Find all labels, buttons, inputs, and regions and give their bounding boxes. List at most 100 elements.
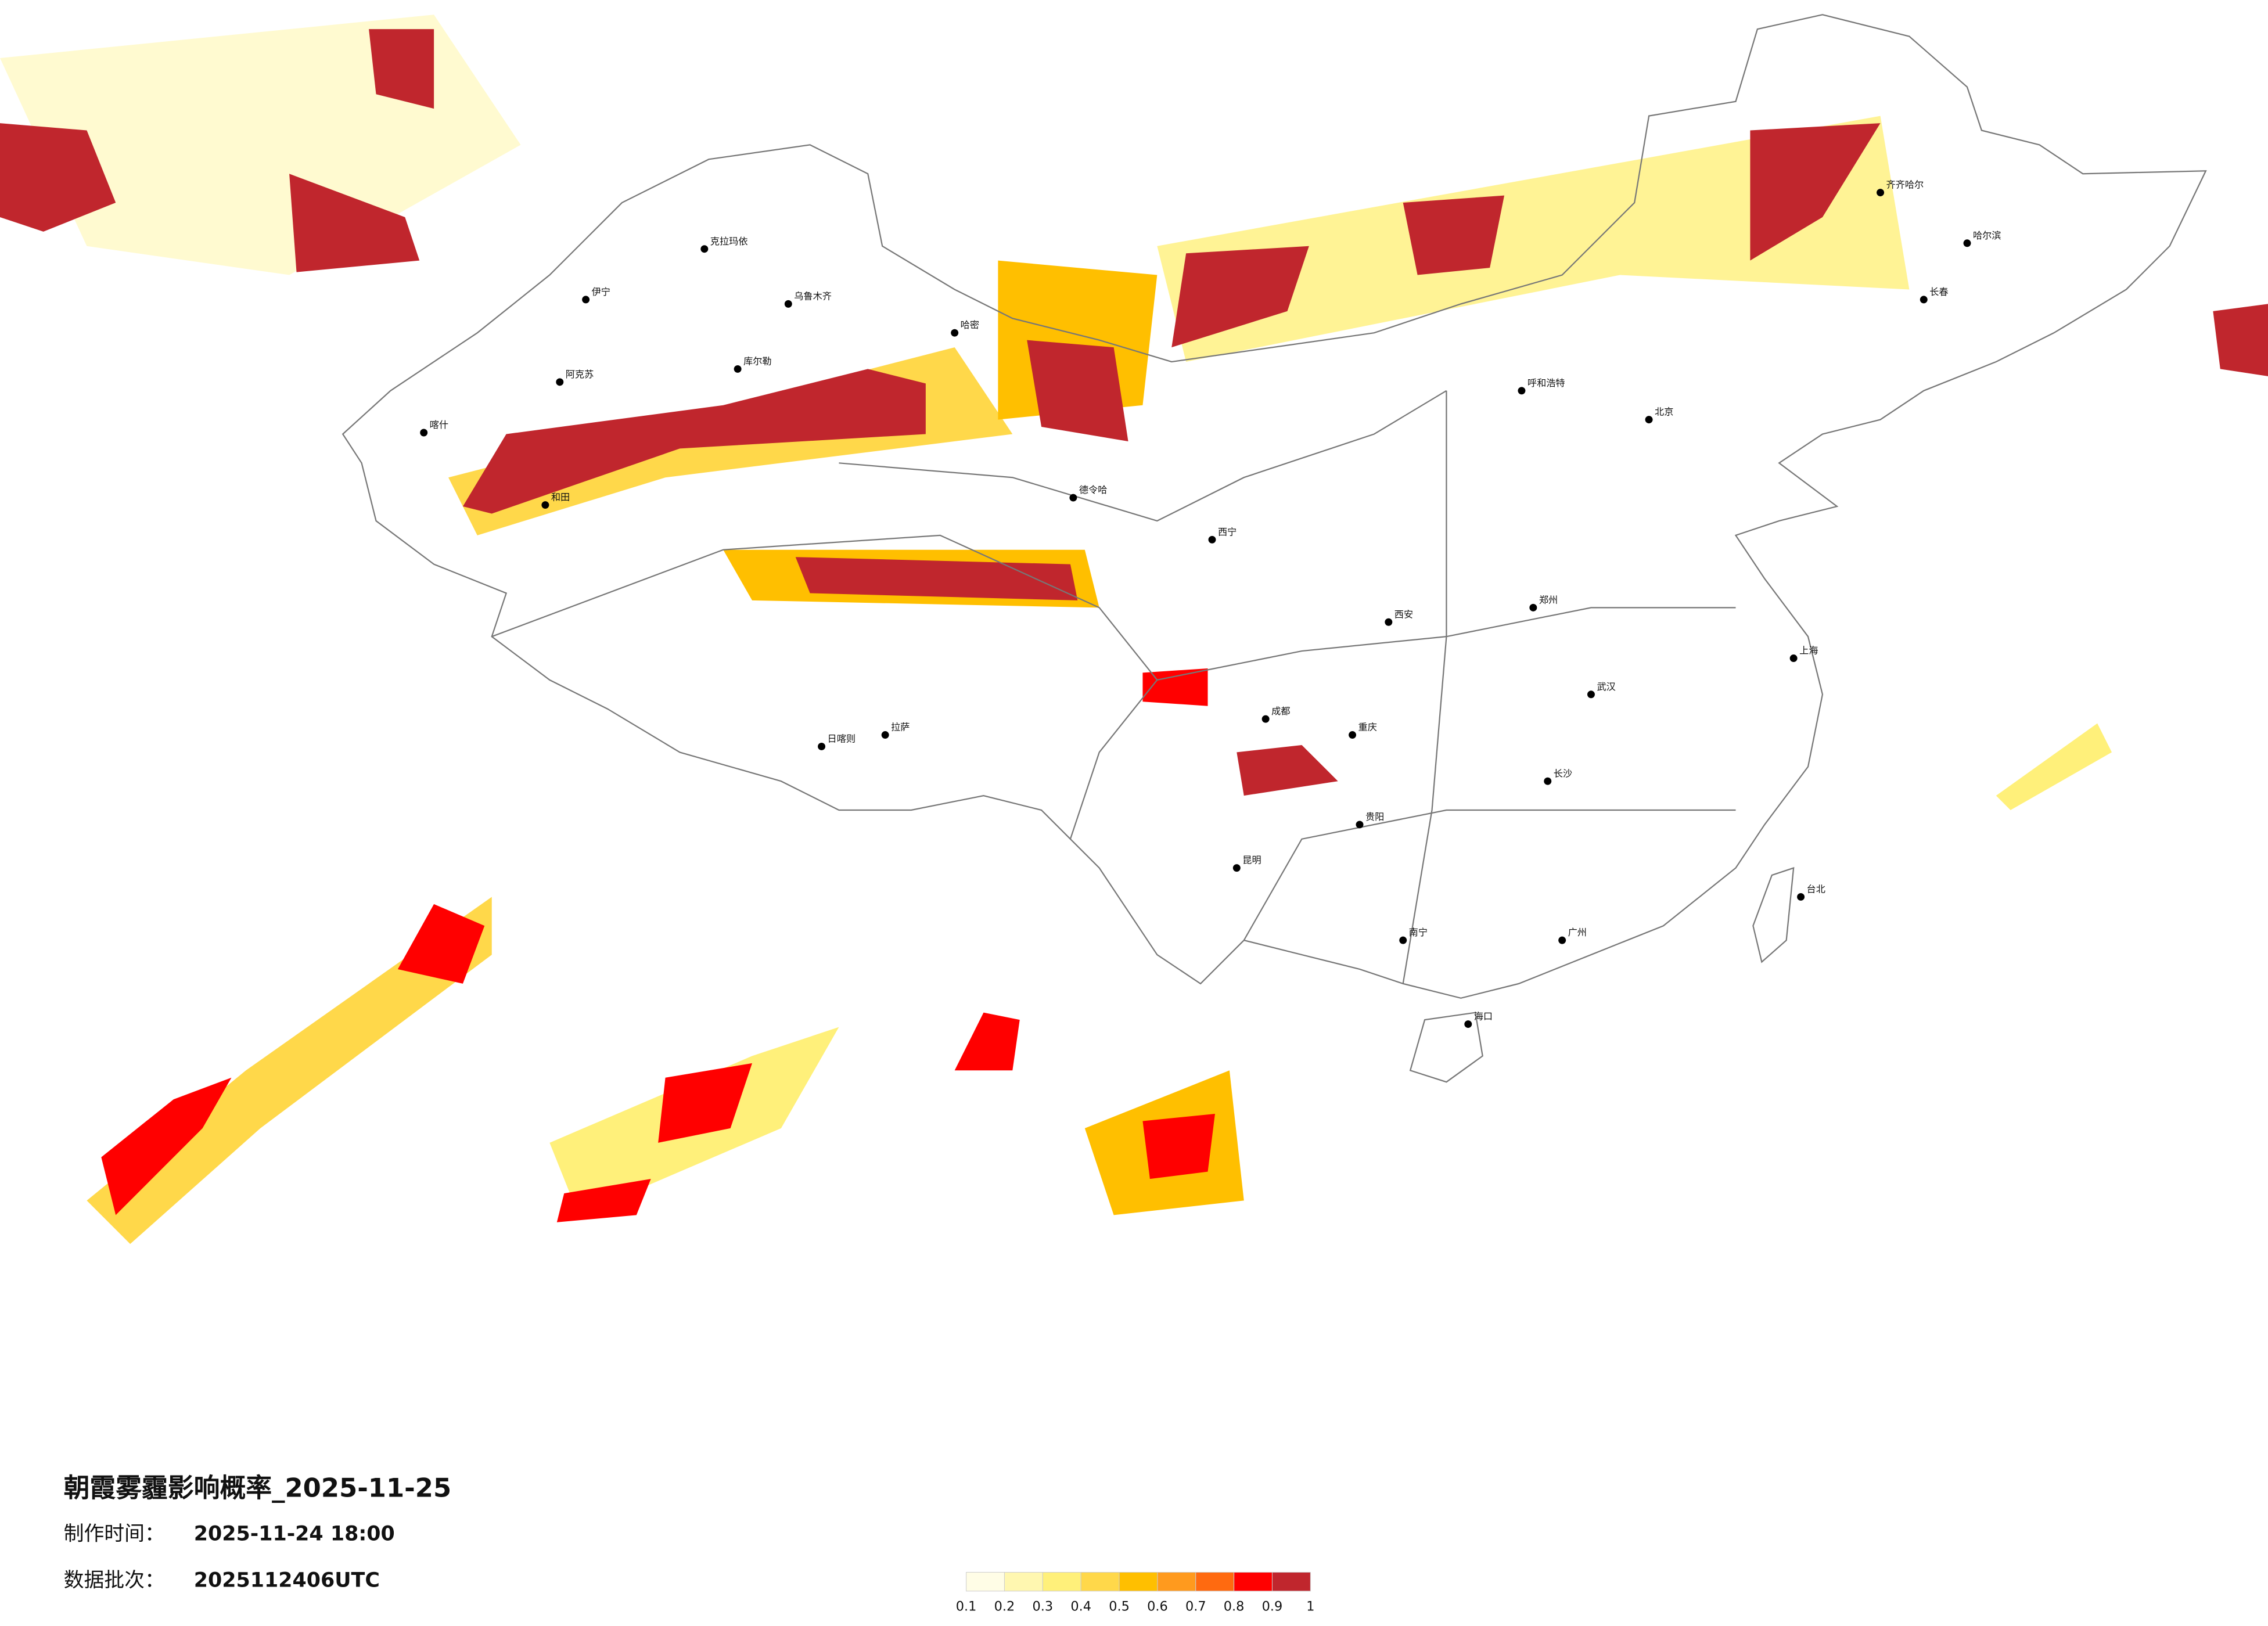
legend-swatch [1080,1571,1120,1592]
boundaries [342,14,2207,1083]
legend-swatch [1004,1571,1043,1592]
city-dot [734,365,742,373]
country-outline [342,14,2207,999]
city-dot [556,378,564,386]
haze-core [397,904,485,984]
city-dot [1399,936,1407,944]
city-dot [582,296,590,304]
legend-swatch [1042,1571,1081,1592]
city-label: 郑州 [1539,594,1558,605]
legend-tick-label: 0.3 [1033,1599,1054,1614]
city-dot [784,300,792,308]
city-dot [1261,715,1270,723]
city-label: 长沙 [1554,768,1572,779]
city-label: 伊宁 [592,286,610,297]
city-label: 齐齐哈尔 [1886,179,1924,190]
city-dot [1797,893,1805,901]
city-label: 西宁 [1218,526,1237,537]
city-label: 哈尔滨 [1973,230,2001,241]
legend-tick-label: 0.8 [1224,1599,1245,1614]
legend-tick-label: 0.6 [1147,1599,1168,1614]
haze-core [0,123,116,232]
haze-core [1403,195,1505,275]
city-label: 拉萨 [891,722,910,733]
island-outline [1752,867,1795,963]
legend-tick-label: 0.2 [994,1599,1015,1614]
haze-core [462,369,926,514]
city-dot [700,245,709,253]
legend-swatch [1119,1571,1158,1592]
haze-core [795,557,1078,600]
haze-core [2213,304,2268,376]
legend-tick-label: 0.7 [1185,1599,1206,1614]
haze-core [1171,246,1309,348]
haze-core [289,174,420,272]
city-dot [951,329,959,337]
city-label: 日喀则 [828,733,856,744]
haze-core [1142,668,1208,706]
haze-area [1157,116,1910,362]
city-dot [1349,731,1357,739]
city-dot [1587,690,1595,699]
legend-swatch [1195,1571,1235,1592]
province-line [839,390,1447,522]
city-label: 和田 [551,492,570,503]
legend-swatch [1157,1571,1196,1592]
map-title: 朝霞雾霾影响概率_2025-11-25 [64,1473,452,1503]
city-label: 哈密 [961,319,979,330]
city-dot [1069,494,1077,502]
city-label: 重庆 [1358,722,1377,733]
province-line [1243,809,1736,941]
haze-area [87,897,492,1244]
city-dot [1789,654,1798,662]
city-label: 长春 [1929,286,1948,297]
city-dot [1529,603,1537,611]
haze-area [1996,723,2112,811]
city-label: 北京 [1655,406,1673,418]
city-label: 武汉 [1597,681,1615,692]
city-dot [818,742,826,750]
city-label: 上海 [1799,645,1818,656]
legend-tick-label: 0.1 [956,1599,977,1614]
city-dot [1518,387,1526,395]
legend-tick-label: 0.9 [1262,1599,1283,1614]
city-label: 德令哈 [1079,484,1108,495]
city-dot [1356,821,1364,829]
legend-tick-label: 0.4 [1070,1599,1091,1614]
city-label: 乌鲁木齐 [794,290,832,301]
city-label: 西安 [1394,609,1413,620]
city-dot [1464,1020,1472,1028]
island-outline [1409,1012,1483,1083]
city-dot [420,429,428,437]
meta-label: 制作时间： [64,1523,165,1546]
haze-core [1750,123,1881,261]
city-label: 昆明 [1242,855,1261,866]
city-label: 南宁 [1409,927,1428,938]
city-dot [1208,535,1216,544]
city-dot [1385,618,1393,626]
city-dot [1963,239,1971,247]
legend-swatch [1271,1571,1311,1592]
city-dot [1920,296,1928,304]
city-label: 喀什 [430,419,448,430]
haze-core [101,1077,232,1215]
city-label: 广州 [1568,927,1587,938]
haze-core [556,1179,651,1222]
city-dot [1645,416,1653,424]
city-dot [881,731,889,739]
city-dot [1558,936,1566,944]
city-label: 成都 [1271,706,1290,717]
legend: 0.1 0.2 0.3 0.4 0.5 0.6 0.7 0.8 0.9 1 [956,1571,1314,1614]
legend-tick-label: 0.5 [1109,1599,1130,1614]
legend-swatch [966,1571,1005,1592]
city-dot [1232,864,1241,872]
city-label: 阿克苏 [566,369,594,380]
legend-swatch [1234,1571,1273,1592]
haze-layer [0,15,2268,1244]
province-line [1402,390,1447,984]
legend-tick-label: 1 [1306,1599,1314,1614]
city-dot [1877,189,1885,197]
